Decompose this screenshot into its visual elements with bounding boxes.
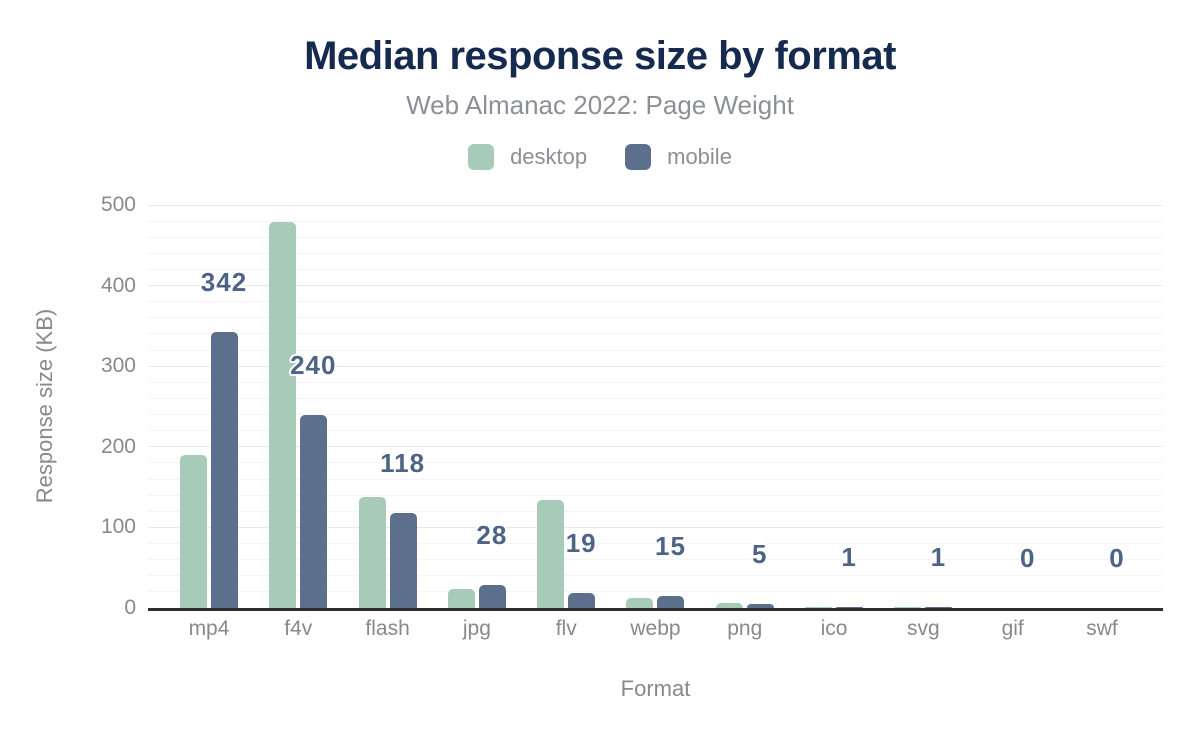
bar-jpg-desktop: [447, 589, 475, 608]
bar-label-ico: 1: [841, 542, 857, 573]
bar-label-flash: 118: [380, 447, 426, 478]
bar-mp4-desktop: [180, 454, 207, 608]
x-tick-swf: swf: [1086, 617, 1118, 640]
bar-label-swf: 0: [1109, 543, 1125, 573]
plot-area: 342 240 118 28 19 15 5 1 1 0 0: [148, 204, 1163, 611]
bar-group-flash: 118: [358, 205, 424, 608]
bar-label-f4v: 240: [290, 349, 337, 380]
x-tick-jpg: jpg: [462, 617, 491, 640]
legend-swatch-mobile: [625, 144, 652, 170]
gridline-120: [148, 510, 1163, 512]
gridline-420: [148, 268, 1163, 270]
gridline-400: [148, 285, 1163, 287]
gridline-20: [148, 591, 1163, 593]
bar-webp-mobile: [657, 595, 685, 608]
x-tick-mp4: mp4: [188, 617, 230, 640]
y-tick-100: 100: [100, 515, 136, 539]
bar-flv-mobile: [568, 592, 596, 608]
legend: desktop mobile: [0, 143, 1200, 171]
x-tick-f4v: f4v: [284, 617, 313, 640]
y-tick-300: 300: [100, 354, 136, 378]
x-tick-svg: svg: [907, 617, 940, 640]
bar-png-desktop: [715, 603, 743, 608]
bar-svg-desktop: [894, 607, 922, 608]
bar-label-flv: 19: [565, 527, 597, 558]
bar-png-mobile: [746, 603, 774, 608]
y-axis-ticks: 0 100 200 300 400 500: [0, 193, 136, 619]
gridline-200: [148, 446, 1163, 448]
gridline-280: [148, 381, 1163, 383]
bar-svg-mobile: [925, 607, 953, 608]
gridline-340: [148, 333, 1163, 335]
bar-group-flv: 19: [537, 205, 597, 608]
bar-f4v-mobile: [300, 414, 328, 608]
x-tick-flash: flash: [365, 617, 410, 640]
bar-group-ico: 1: [805, 205, 864, 608]
gridline-180: [148, 462, 1163, 464]
gridline-240: [148, 414, 1163, 416]
bar-group-swf: 0: [1073, 205, 1131, 608]
bar-ico-desktop: [805, 607, 833, 608]
legend-item-mobile: mobile: [625, 144, 732, 170]
bar-jpg-mobile: [478, 585, 506, 608]
bar-group-svg: 1: [894, 205, 953, 608]
gridline-500: [148, 204, 1163, 206]
x-axis-ticks: mp4 f4v flash jpg flv webp png ico svg gif swf: [148, 617, 1163, 641]
bar-label-jpg: 28: [476, 520, 508, 551]
bar-group-png: 5: [715, 205, 774, 608]
bar-group-gif: 0: [984, 205, 1042, 608]
legend-item-desktop: desktop: [468, 144, 587, 170]
gridline-360: [148, 317, 1163, 319]
bar-label-svg: 1: [930, 542, 947, 573]
bar-f4v-desktop: [269, 221, 297, 608]
bar-webp-desktop: [626, 598, 654, 608]
legend-label-desktop: desktop: [510, 144, 588, 169]
gridline-380: [148, 301, 1163, 303]
legend-swatch-desktop: [468, 144, 495, 170]
bar-flv-desktop: [537, 500, 565, 608]
gridline-440: [148, 252, 1163, 254]
y-tick-0: 0: [124, 596, 136, 619]
x-tick-webp: webp: [630, 617, 681, 640]
gridline-60: [148, 559, 1163, 561]
chart-subtitle: Web Almanac 2022: Page Weight: [406, 90, 794, 120]
y-tick-200: 200: [100, 434, 136, 458]
bar-label-png: 5: [752, 538, 768, 569]
legend-label-mobile: mobile: [667, 144, 732, 169]
y-tick-500: 500: [100, 193, 136, 216]
gridline-160: [148, 478, 1163, 480]
gridline-40: [148, 575, 1163, 577]
y-tick-400: 400: [100, 273, 136, 297]
bar-group-jpg: 28: [447, 205, 508, 608]
bar-mp4-mobile: [211, 332, 238, 608]
bar-group-f4v: 240: [269, 205, 335, 608]
gridline-140: [148, 494, 1163, 496]
gridline-320: [148, 349, 1163, 351]
bar-ico-mobile: [836, 607, 864, 608]
gridline-220: [148, 430, 1163, 432]
x-axis-title: Format: [620, 676, 691, 701]
bar-flash-mobile: [389, 512, 417, 608]
bar-label-gif: 0: [1019, 543, 1036, 573]
gridline-460: [148, 236, 1163, 238]
bar-label-webp: 15: [655, 530, 686, 561]
bar-group-mp4: 342: [180, 205, 246, 608]
bars-layer: 342 240 118 28 19 15 5 1 1 0 0: [148, 205, 1163, 608]
x-tick-ico: ico: [820, 617, 848, 640]
chart-title: Median response size by format: [304, 34, 896, 78]
x-tick-gif: gif: [1001, 617, 1024, 640]
gridline-260: [148, 397, 1163, 399]
gridline-300: [148, 365, 1163, 367]
gridline-480: [148, 220, 1163, 222]
x-tick-flv: flv: [555, 617, 577, 640]
bar-group-webp: 15: [626, 205, 686, 608]
gridline-80: [148, 543, 1163, 545]
bar-flash-desktop: [358, 496, 386, 608]
gridline-100: [148, 526, 1163, 528]
x-tick-png: png: [727, 617, 763, 640]
bar-label-mp4: 342: [200, 267, 248, 298]
